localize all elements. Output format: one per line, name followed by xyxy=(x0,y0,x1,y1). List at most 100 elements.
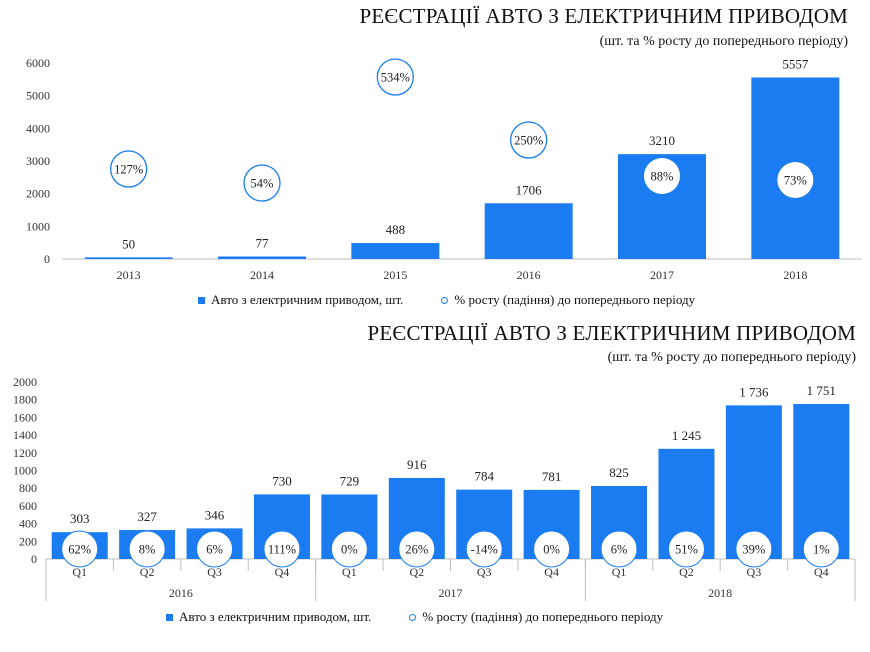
bar-value-label: 3210 xyxy=(649,133,675,148)
chart1-plot: 0 1000 2000 3000 4000 5000 6000 50 2013 127% 77 201… xyxy=(26,56,862,282)
pct-marker xyxy=(465,530,503,568)
y-tick-label: 3000 xyxy=(26,154,50,168)
pct-marker xyxy=(667,530,705,568)
bar-value-label: 77 xyxy=(256,235,270,250)
bar-value-label: 784 xyxy=(474,469,494,484)
y-tick-label: 1000 xyxy=(26,219,50,233)
x-tick-label: Q1 xyxy=(612,565,627,579)
y-tick-label: 2000 xyxy=(26,187,50,201)
chart2-legend: Авто з електричним приводом, шт. % росту… xyxy=(166,609,663,625)
x-group-label: 2018 xyxy=(708,586,732,600)
pct-label: 127% xyxy=(114,163,143,177)
pct-label: 8% xyxy=(139,543,156,557)
y-tick-label: 1400 xyxy=(13,428,37,442)
x-tick-label: Q2 xyxy=(679,565,694,579)
y-tick-label: 4000 xyxy=(26,121,50,135)
bar-value-label: 781 xyxy=(542,469,562,484)
bar-value-label: 1706 xyxy=(516,182,543,197)
chart1-legend-pct: % росту (падіння) до попереднього період… xyxy=(441,292,695,308)
bar-value-label: 825 xyxy=(609,465,629,480)
chart2-legend-pct: % росту (падіння) до попереднього період… xyxy=(409,609,663,625)
y-tick-label: 0 xyxy=(44,252,50,266)
legend-bar-swatch xyxy=(198,296,205,304)
pct-marker xyxy=(243,164,281,202)
y-tick-label: 800 xyxy=(19,481,37,495)
bar-value-label: 916 xyxy=(407,457,427,472)
y-tick-label: 600 xyxy=(19,499,37,513)
bar xyxy=(351,243,440,259)
pct-label: 0% xyxy=(341,543,358,557)
bar-value-label: 488 xyxy=(386,222,406,237)
chart2-legend-bars: Авто з електричним приводом, шт. xyxy=(166,609,371,625)
y-tick-label: 400 xyxy=(19,517,37,531)
x-tick-label: Q2 xyxy=(140,565,155,579)
pct-marker xyxy=(110,150,148,188)
x-tick-label: Q3 xyxy=(207,565,222,579)
x-tick-label: Q1 xyxy=(342,565,357,579)
x-group-label: 2016 xyxy=(169,586,193,600)
chart1-subtitle: (шт. та % росту до попереднього періоду) xyxy=(599,34,848,49)
chart1-legend: Авто з електричним приводом, шт. % росту… xyxy=(198,292,695,308)
bar-value-label: 346 xyxy=(205,507,225,522)
pct-marker xyxy=(600,530,638,568)
y-tick-label: 1200 xyxy=(13,446,37,460)
y-tick-label: 1000 xyxy=(13,464,37,478)
legend-circle-swatch xyxy=(441,296,449,304)
x-tick-label: 2013 xyxy=(117,268,141,282)
x-tick-label: 2015 xyxy=(383,268,407,282)
pct-label: 62% xyxy=(68,543,91,557)
pct-marker xyxy=(802,530,840,568)
legend-circle-swatch xyxy=(409,613,417,621)
x-group-label: 2017 xyxy=(439,586,463,600)
bar-value-label: 327 xyxy=(137,509,157,524)
x-tick-label: Q3 xyxy=(747,565,762,579)
pct-label: 73% xyxy=(784,174,807,188)
pct-marker xyxy=(777,162,814,198)
y-tick-label: 2000 xyxy=(13,375,37,389)
x-tick-label: 2017 xyxy=(650,268,674,282)
bar-value-label: 729 xyxy=(340,473,360,488)
pct-label: -14% xyxy=(471,543,498,557)
pct-label: 6% xyxy=(611,543,628,557)
x-tick-label: Q4 xyxy=(814,565,829,579)
pct-label: 6% xyxy=(206,543,223,557)
y-tick-label: 5000 xyxy=(26,89,50,103)
y-tick-label: 1800 xyxy=(13,393,37,407)
chart1-legend-bars: Авто з електричним приводом, шт. xyxy=(198,292,403,308)
x-tick-label: Q1 xyxy=(72,565,87,579)
legend-bar-swatch xyxy=(166,613,173,621)
chart1-title: РЕЄСТРАЦІЇ АВТО З ЕЛЕКТРИЧНИМ ПРИВОДОМ xyxy=(359,4,848,28)
bar-value-label: 50 xyxy=(122,236,135,251)
chart1-legend-pct-label: % росту (падіння) до попереднього період… xyxy=(454,292,696,307)
pct-marker xyxy=(376,58,414,96)
pct-label: 534% xyxy=(381,71,410,85)
pct-label: 54% xyxy=(251,177,274,191)
chart2-subtitle: (шт. та % росту до попереднього періоду) xyxy=(607,350,856,365)
bar xyxy=(84,257,173,259)
chart2-title: РЕЄСТРАЦІЇ АВТО З ЕЛЕКТРИЧНИМ ПРИВОДОМ xyxy=(367,321,856,345)
pct-marker xyxy=(644,158,680,194)
x-tick-label: 2014 xyxy=(250,268,274,282)
bar xyxy=(218,256,306,259)
pct-marker xyxy=(533,530,571,568)
pct-label: 0% xyxy=(543,543,560,557)
chart2-legend-pct-label: % росту (падіння) до попереднього період… xyxy=(422,609,664,624)
y-tick-label: 1600 xyxy=(13,410,37,424)
x-tick-label: Q2 xyxy=(409,565,424,579)
pct-label: 111% xyxy=(268,543,296,557)
x-tick-label: 2016 xyxy=(517,268,541,282)
y-tick-label: 0 xyxy=(31,552,37,566)
bar xyxy=(484,203,573,259)
bar-value-label: 303 xyxy=(70,511,90,526)
bar-value-label: 1 751 xyxy=(807,383,836,398)
pct-marker xyxy=(196,530,234,568)
bar-value-label: 1 736 xyxy=(739,384,769,399)
x-tick-label: Q4 xyxy=(275,565,290,579)
bar-value-label: 5557 xyxy=(782,56,809,71)
pct-marker xyxy=(398,530,436,568)
pct-label: 39% xyxy=(742,543,765,557)
pct-marker xyxy=(510,121,548,159)
x-tick-label: 2018 xyxy=(783,268,807,282)
x-tick-label: Q4 xyxy=(544,565,559,579)
